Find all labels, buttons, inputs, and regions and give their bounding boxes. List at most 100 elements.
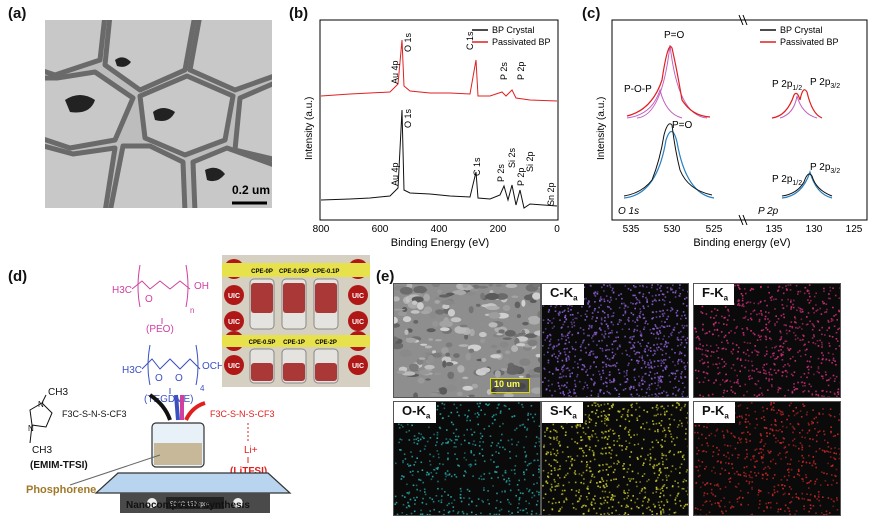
edx-dot [777, 318, 780, 320]
edx-dot [632, 345, 635, 347]
edx-dot [628, 387, 631, 389]
peak-p2p-bottom: P 2p [516, 168, 526, 186]
edx-dot [826, 329, 828, 332]
edx-dot [713, 382, 715, 384]
edx-dot [760, 456, 763, 458]
edx-dot [528, 489, 531, 491]
edx-dot [547, 472, 550, 474]
edx-dot [775, 437, 777, 439]
region-p2p: P 2p [758, 206, 779, 217]
edx-dot [683, 386, 686, 389]
edx-dot [686, 337, 688, 339]
edx-dot [818, 329, 821, 331]
edx-dot [756, 313, 758, 316]
edx-dot [472, 475, 474, 477]
edx-dot [684, 503, 687, 506]
edx-dot [699, 360, 701, 362]
edx-dot [402, 426, 404, 428]
edx-dot [739, 385, 741, 387]
edx-dot [749, 476, 751, 478]
edx-dot [557, 382, 560, 384]
edx-dot [611, 329, 613, 332]
chart-legend: BP Crystal Passivated BP [472, 25, 551, 47]
edx-dot [580, 460, 583, 463]
peak-o1s-bottom: O 1s [403, 108, 413, 128]
edx-dot [428, 426, 430, 429]
edx-dot [622, 389, 625, 391]
edx-dot [549, 389, 551, 392]
edx-dot [813, 325, 815, 328]
sem-grain [424, 345, 433, 349]
edx-dot [799, 432, 801, 434]
edx-dot [624, 426, 627, 429]
edx-dot [530, 413, 532, 416]
edx-dot [457, 464, 459, 467]
edx-dot [656, 408, 658, 411]
edx-dot [464, 470, 466, 472]
edx-dot [498, 509, 501, 512]
edx-dot [584, 515, 586, 516]
edx-dot [495, 471, 498, 473]
edx-dot [730, 350, 733, 353]
edx-dot [655, 439, 658, 441]
edx-dot [588, 334, 590, 337]
edx-dot [828, 359, 831, 362]
edx-dot [737, 302, 740, 305]
edx-dot [503, 404, 506, 407]
edx-dot [765, 311, 767, 313]
edx-dot [716, 328, 719, 331]
edx-dot [630, 499, 632, 502]
edx-dot [623, 498, 626, 500]
edx-dot [630, 336, 632, 338]
edx-dot [586, 374, 589, 376]
uic-logo-text: UIC [228, 319, 240, 326]
edx-dot [787, 389, 790, 391]
sem-grain [441, 347, 449, 355]
edx-dot [696, 453, 698, 455]
edx-dot [545, 453, 548, 455]
edx-dot [592, 451, 595, 454]
edx-dot [429, 453, 431, 456]
edx-dot [474, 463, 477, 466]
edx-dot [568, 341, 570, 344]
edx-dot [725, 363, 727, 365]
edx-dot [405, 514, 408, 515]
edx-dot [616, 440, 619, 443]
edx-dot [476, 416, 479, 418]
edx-dot [802, 480, 804, 482]
edx-dot [638, 415, 641, 417]
edx-dot [702, 345, 704, 347]
edx-dot [464, 414, 466, 416]
edx-dot [662, 315, 665, 317]
edx-dot [549, 514, 552, 515]
edx-dot [600, 378, 602, 381]
edx-dot [595, 333, 597, 336]
edx-dot [562, 390, 564, 393]
sem-grain [435, 309, 445, 315]
edx-dot [650, 457, 652, 460]
edx-dot [713, 421, 716, 424]
edx-dot [534, 413, 537, 416]
edx-dot [660, 362, 663, 365]
sem-grain [480, 338, 486, 344]
edx-dot [565, 319, 567, 321]
peak-au4p-top: Au 4p [390, 60, 400, 84]
edx-dot [762, 366, 764, 369]
edx-dot [638, 394, 640, 397]
edx-dot [593, 384, 595, 386]
edx-dot [478, 452, 481, 455]
edx-dot [773, 369, 776, 371]
sem-grain [475, 303, 481, 307]
edx-dot [627, 505, 629, 508]
edx-dot [570, 460, 572, 463]
edx-dot [401, 512, 404, 514]
edx-dot [706, 372, 709, 375]
edx-dot [660, 364, 663, 367]
edx-dot [639, 312, 641, 315]
edx-dot [660, 285, 662, 287]
edx-dot [761, 314, 763, 316]
edx-dot [797, 306, 800, 309]
edx-dot [743, 475, 746, 477]
edx-dot [658, 310, 661, 312]
edx-dot [721, 430, 724, 433]
